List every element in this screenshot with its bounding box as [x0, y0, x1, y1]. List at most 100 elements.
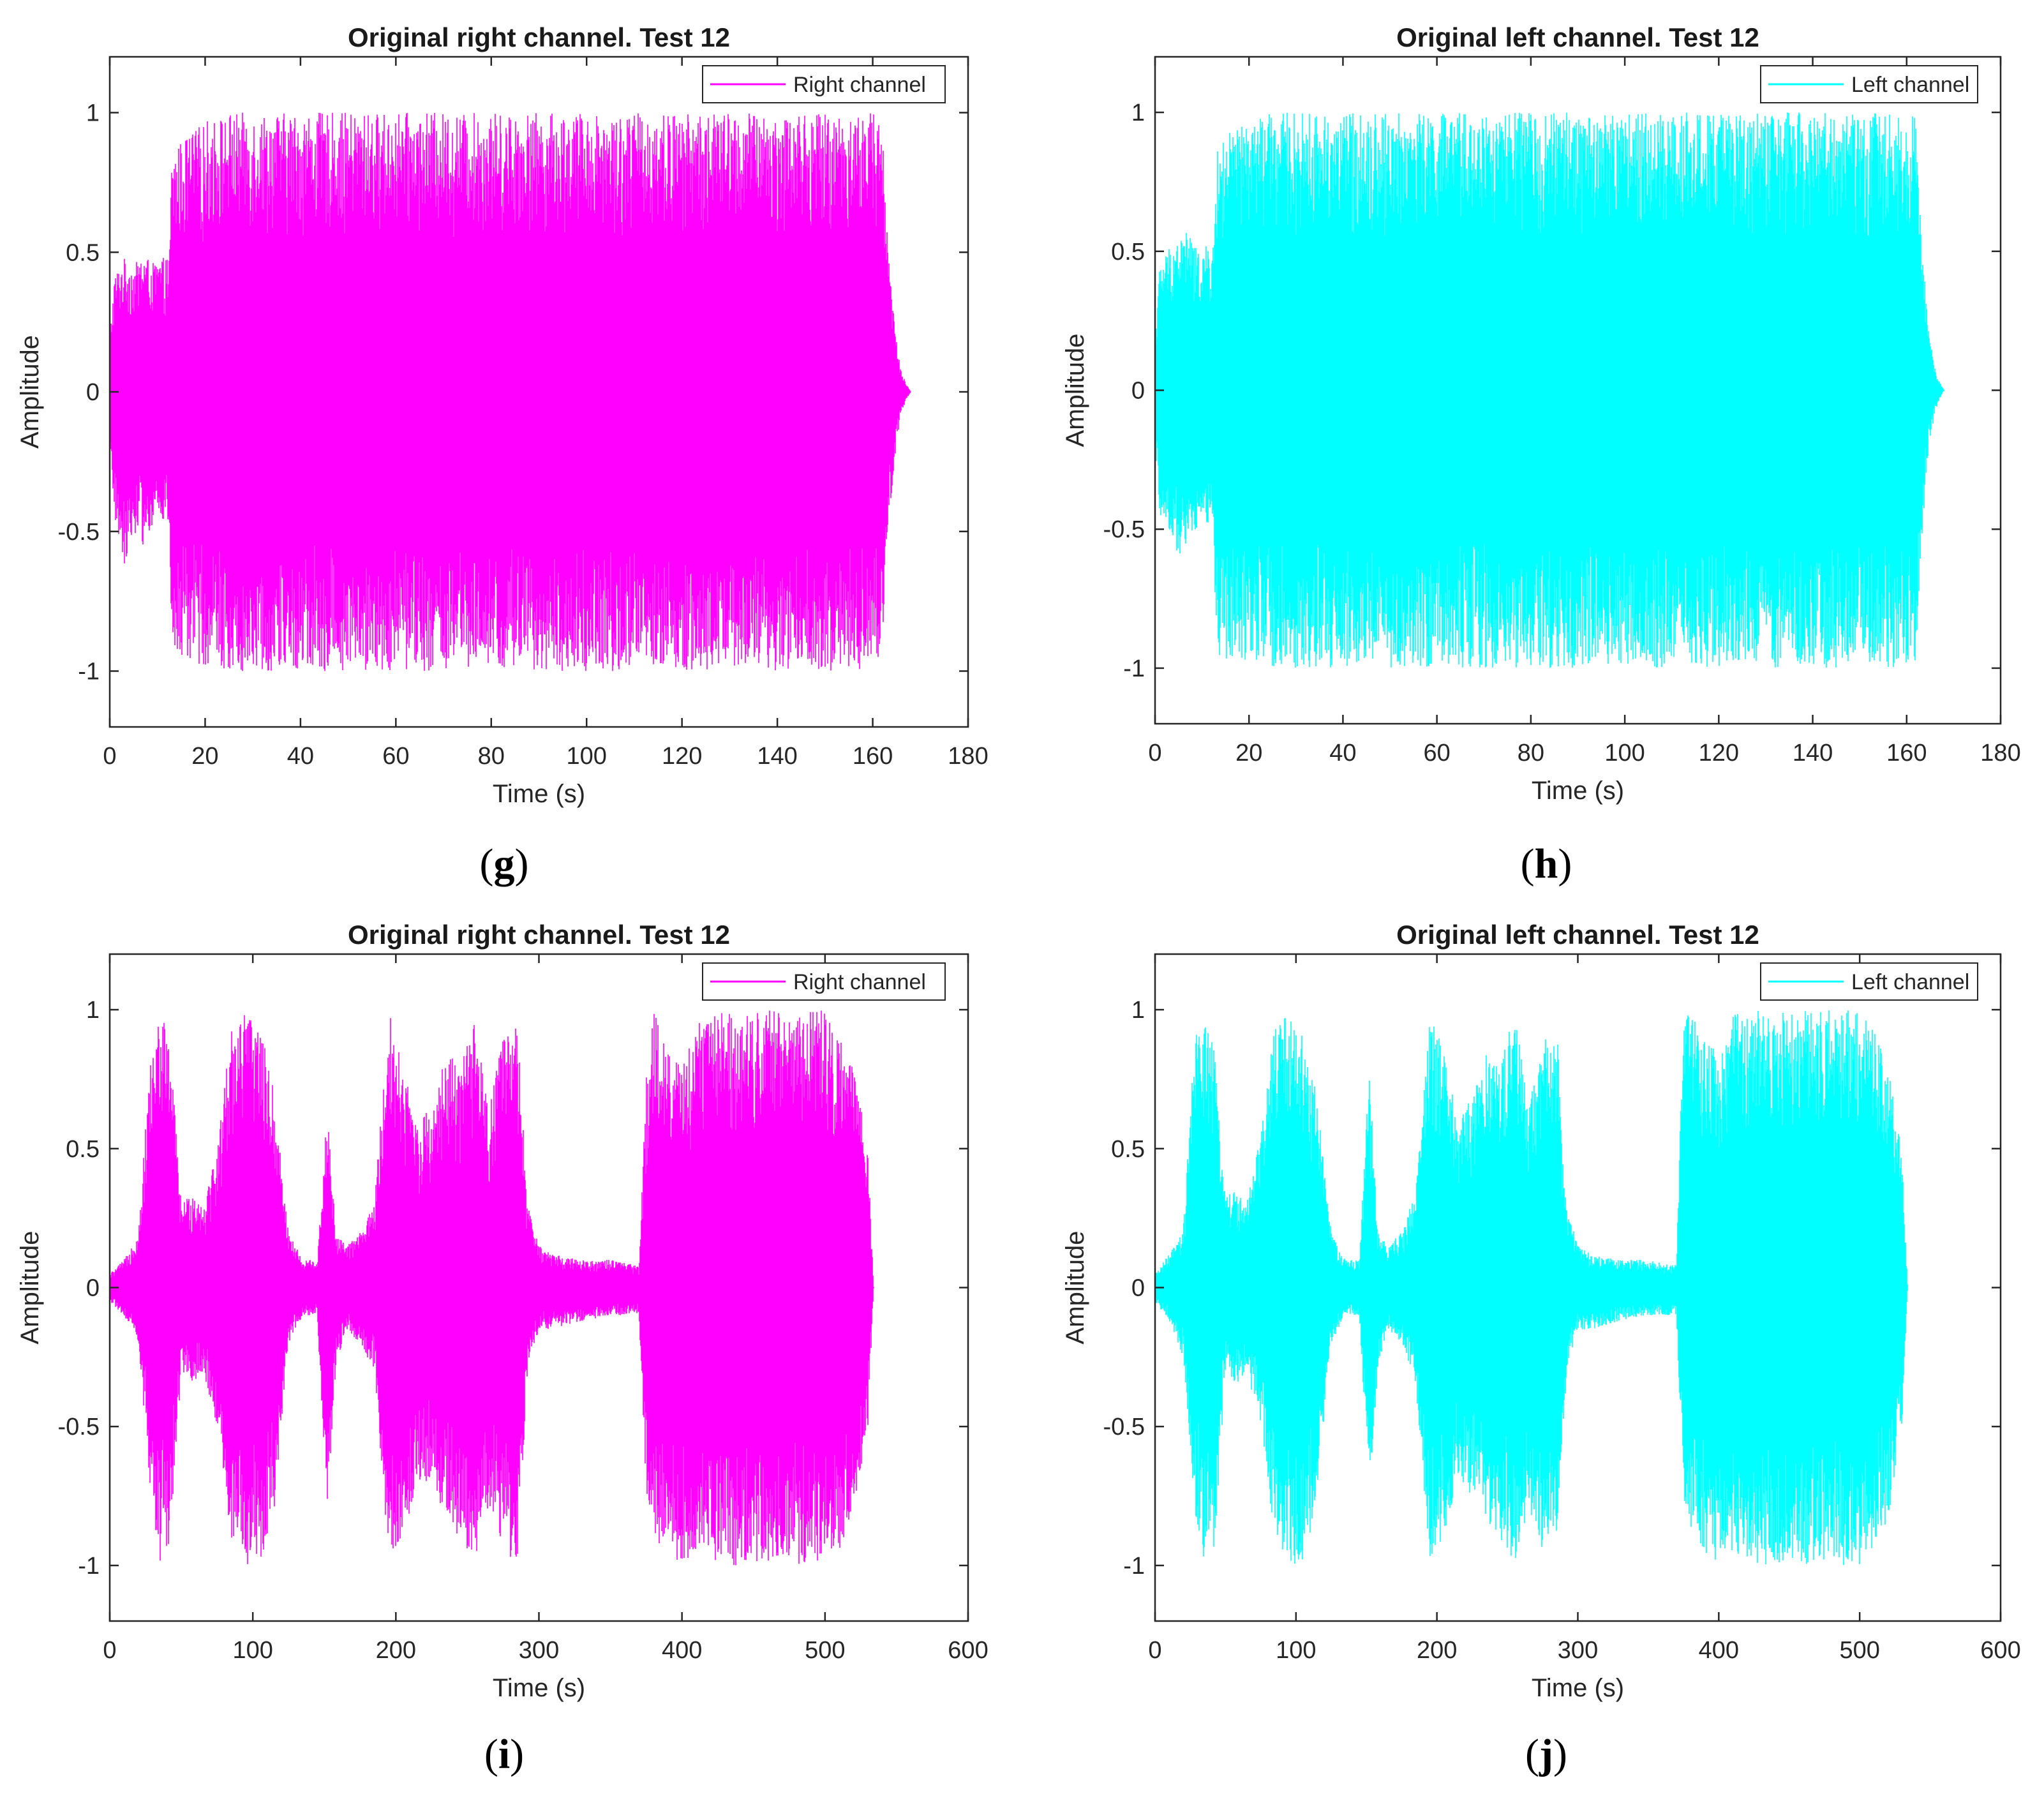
y-axis-label-i: Amplitude [16, 1231, 44, 1345]
x-tick-label-h: 80 [1518, 740, 1544, 766]
y-axis-label-h: Amplitude [1061, 334, 1089, 447]
signal-g [110, 112, 911, 671]
x-axis-label-j: Time (s) [1532, 1674, 1624, 1702]
y-tick-label-j: -0.5 [1103, 1414, 1145, 1440]
legend-label: Left channel [1851, 970, 1969, 994]
signal-j [1155, 1010, 1908, 1566]
x-tick-label-i: 0 [103, 1637, 116, 1664]
chart-title-i: Original right channel. Test 12 [348, 920, 730, 950]
x-tick-label-g: 140 [757, 743, 797, 770]
y-tick-label-j: 0.5 [1111, 1136, 1145, 1163]
x-tick-label-i: 200 [376, 1637, 416, 1664]
x-tick-label-h: 60 [1424, 740, 1451, 766]
caption-close-paren: ) [515, 841, 529, 887]
caption-letter: i [498, 1731, 510, 1777]
x-tick-label-j: 0 [1148, 1637, 1161, 1664]
panel-caption-i: (i) [484, 1731, 524, 1777]
y-tick-label-g: -1 [78, 659, 100, 685]
x-tick-label-g: 0 [103, 743, 116, 770]
signal-trace-g [110, 112, 911, 671]
x-tick-label-j: 400 [1699, 1637, 1739, 1664]
x-tick-label-h: 180 [1980, 740, 2020, 766]
y-tick-label-j: -1 [1123, 1553, 1145, 1580]
x-tick-label-j: 300 [1558, 1637, 1598, 1664]
y-tick-label-i: 0.5 [66, 1136, 100, 1163]
x-axis-label-i: Time (s) [493, 1674, 585, 1702]
y-tick-label-h: 1 [1131, 100, 1145, 126]
y-axis-label-j: Amplitude [1061, 1231, 1089, 1345]
caption-letter: g [494, 841, 515, 887]
x-tick-label-i: 600 [948, 1637, 988, 1664]
panel-h: 0 20 40 60 80 100 120 140 160 180 1 0.5 0 -0.5 -1 Origi… [1061, 22, 2021, 887]
x-tick-label-h: 20 [1235, 740, 1262, 766]
x-tick-label-h: 0 [1148, 740, 1161, 766]
x-tick-label-g: 60 [382, 743, 409, 770]
y-tick-label-h: 0 [1131, 378, 1145, 405]
legend-h: Left channel [1760, 65, 1978, 103]
signal-trace-h [1155, 112, 1944, 668]
y-tick-label-j: 0 [1131, 1275, 1145, 1302]
y-tick-label-i: 0 [86, 1275, 100, 1302]
x-tick-label-h: 100 [1604, 740, 1645, 766]
x-tick-label-h: 120 [1699, 740, 1739, 766]
caption-close-paren: ) [1553, 1731, 1567, 1777]
chart-title-j: Original left channel. Test 12 [1396, 920, 1759, 950]
legend-label: Right channel [793, 970, 926, 994]
chart-title-h: Original left channel. Test 12 [1396, 22, 1759, 52]
y-tick-label-g: 0 [86, 379, 100, 406]
chart-title-g: Original right channel. Test 12 [348, 22, 730, 52]
x-tick-label-g: 120 [662, 743, 702, 770]
legend-label: Left channel [1851, 73, 1969, 97]
x-tick-label-i: 500 [805, 1637, 845, 1664]
x-tick-label-h: 140 [1793, 740, 1833, 766]
y-tick-label-h: 0.5 [1111, 239, 1145, 265]
legend-label: Right channel [793, 73, 926, 97]
x-tick-label-g: 100 [567, 743, 607, 770]
x-tick-label-i: 400 [662, 1637, 702, 1664]
caption-letter: h [1535, 841, 1558, 887]
x-tick-label-i: 300 [519, 1637, 559, 1664]
panel-i: 0 100 200 300 400 500 600 1 0.5 0 -0.5 -1 Original r… [16, 920, 988, 1777]
x-tick-label-j: 600 [1980, 1637, 2020, 1664]
x-tick-label-g: 160 [853, 743, 893, 770]
signal-i [110, 1010, 874, 1566]
legend-box [702, 65, 946, 103]
panel-caption-h: (h) [1521, 841, 1572, 887]
x-tick-label-g: 40 [287, 743, 314, 770]
panel-j: 0 100 200 300 400 500 600 1 0.5 0 -0.5 -1 Original l… [1061, 920, 2021, 1777]
x-tick-label-g: 80 [478, 743, 505, 770]
x-tick-label-i: 100 [232, 1637, 272, 1664]
x-tick-label-j: 100 [1276, 1637, 1316, 1664]
x-tick-label-h: 160 [1886, 740, 1927, 766]
legend-j: Left channel [1760, 962, 1978, 1001]
x-axis-label-h: Time (s) [1532, 777, 1624, 805]
y-tick-label-g: 1 [86, 100, 100, 127]
x-tick-label-h: 40 [1329, 740, 1356, 766]
y-tick-label-h: -1 [1123, 655, 1145, 682]
y-tick-label-i: -0.5 [58, 1414, 100, 1440]
caption-close-paren: ) [1558, 841, 1572, 887]
caption-open-paren: ( [1521, 841, 1535, 887]
x-axis-label-g: Time (s) [493, 780, 585, 808]
x-tick-label-g: 20 [191, 743, 218, 770]
legend-i: Right channel [702, 962, 946, 1001]
signal-trace-i [110, 1010, 874, 1566]
panel-caption-g: (g) [480, 841, 529, 887]
legend-g: Right channel [702, 65, 946, 103]
caption-close-paren: ) [510, 1731, 524, 1777]
y-tick-label-g: 0.5 [66, 239, 100, 266]
x-tick-label-j: 500 [1839, 1637, 1879, 1664]
x-tick-label-g: 180 [948, 743, 988, 770]
y-tick-label-i: 1 [86, 997, 100, 1024]
y-tick-label-h: -0.5 [1103, 516, 1145, 543]
signal-h [1155, 112, 1944, 668]
caption-open-paren: ( [484, 1731, 498, 1777]
y-tick-label-i: -1 [78, 1553, 100, 1580]
caption-open-paren: ( [1525, 1731, 1539, 1777]
x-tick-label-j: 200 [1417, 1637, 1457, 1664]
y-axis-label-g: Amplitude [16, 335, 44, 449]
y-tick-label-g: -0.5 [58, 519, 100, 546]
y-tick-label-j: 1 [1131, 997, 1145, 1024]
caption-open-paren: ( [480, 841, 494, 887]
